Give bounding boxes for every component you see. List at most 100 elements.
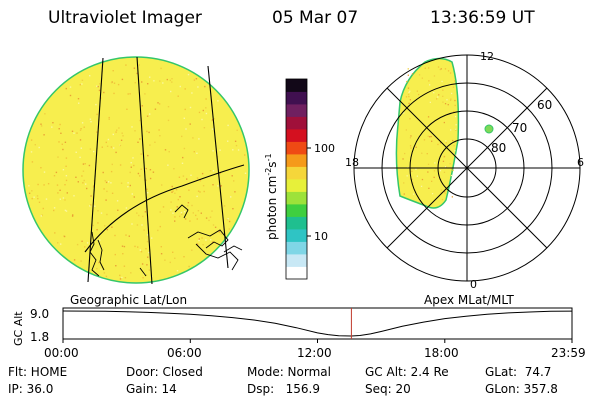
- speckle-dot: [81, 240, 83, 242]
- speckle-dot: [192, 212, 194, 214]
- speckle-dot: [97, 222, 99, 224]
- speckle-dot: [106, 145, 109, 147]
- speckle-dot: [205, 239, 207, 241]
- speckle-dot: [196, 177, 199, 179]
- speckle-dot: [146, 115, 149, 117]
- speckle-dot: [28, 185, 30, 187]
- speckle-dot: [43, 184, 45, 186]
- speckle-dot: [65, 165, 67, 167]
- speckle-dot: [138, 214, 140, 217]
- speckle-dot: [93, 150, 95, 153]
- speckle-dot: [226, 218, 229, 221]
- speckle-dot: [103, 272, 106, 274]
- speckle-dot: [115, 265, 117, 267]
- speckle-dot: [176, 270, 179, 272]
- speckle-dot: [188, 265, 190, 268]
- speckle-dot: [232, 208, 234, 210]
- speckle-dot: [170, 209, 172, 211]
- speckle-dot: [139, 175, 141, 177]
- speckle-dot: [79, 139, 82, 141]
- speckle-dot: [408, 96, 410, 98]
- speckle-dot: [205, 112, 208, 115]
- speckle-dot: [147, 256, 149, 258]
- speckle-dot: [127, 93, 129, 95]
- colorbar-block: [286, 229, 307, 242]
- speckle-dot: [191, 204, 193, 207]
- speckle-dot: [96, 229, 98, 231]
- speckle-dot: [53, 207, 56, 209]
- coastline: [174, 204, 189, 219]
- speckle-dot: [175, 189, 178, 191]
- speckle-dot: [445, 166, 447, 168]
- speckle-dot: [169, 261, 171, 264]
- speckle-dot: [426, 153, 428, 155]
- speckle-dot: [140, 153, 142, 155]
- speckle-dot: [455, 154, 457, 156]
- speckle-dot: [131, 126, 133, 128]
- speckle-dot: [433, 92, 435, 94]
- status-glat: GLat: 74.7: [485, 365, 551, 379]
- colorbar-block: [286, 129, 307, 142]
- colorbar-block: [286, 166, 307, 180]
- speckle-dot: [147, 154, 149, 157]
- speckle-dot: [65, 179, 68, 182]
- speckle-dot: [228, 228, 230, 230]
- speckle-dot: [427, 171, 429, 173]
- speckle-dot: [137, 141, 139, 143]
- speckle-dot: [98, 261, 100, 264]
- speckle-dot: [36, 195, 39, 197]
- colorbar-block: [286, 154, 307, 167]
- speckle-dot: [60, 243, 62, 245]
- altitude-line: [62, 310, 572, 337]
- colorbar-block: [286, 179, 307, 192]
- speckle-dot: [40, 125, 43, 127]
- speckle-dot: [447, 70, 450, 72]
- speckle-dot: [72, 214, 74, 216]
- speckle-dot: [454, 104, 456, 107]
- speckle-dot: [444, 68, 447, 70]
- speckle-dot: [237, 149, 240, 151]
- speckle-dot: [37, 197, 39, 200]
- speckle-dot: [121, 276, 123, 279]
- speckle-dot: [205, 217, 208, 219]
- speckle-dot: [58, 128, 60, 130]
- speckle-dot: [116, 129, 118, 131]
- speckle-dot: [58, 141, 60, 143]
- speckle-dot: [137, 172, 140, 175]
- speckle-dot: [411, 73, 414, 75]
- speckle-dot: [181, 162, 184, 164]
- status-seq: Seq: 20: [365, 382, 411, 396]
- speckle-dot: [160, 253, 163, 255]
- speckle-dot: [424, 67, 426, 69]
- colorbar-block: [286, 254, 307, 267]
- speckle-dot: [405, 96, 408, 98]
- speckle-dot: [41, 214, 43, 216]
- speckle-dot: [196, 195, 198, 198]
- speckle-dot: [199, 180, 202, 182]
- speckle-dot: [451, 196, 453, 198]
- speckle-dot: [79, 84, 81, 86]
- speckle-dot: [443, 191, 446, 193]
- speckle-dot: [125, 234, 127, 236]
- speckle-dot: [64, 141, 67, 143]
- speckle-dot: [176, 206, 178, 208]
- speckle-dot: [433, 170, 436, 172]
- speckle-dot: [244, 172, 247, 174]
- speckle-dot: [110, 182, 112, 184]
- speckle-dot: [81, 175, 83, 177]
- speckle-dot: [96, 113, 98, 116]
- speckle-dot: [182, 156, 184, 159]
- speckle-dot: [44, 113, 46, 115]
- speckle-dot: [409, 137, 412, 139]
- colorbar-block: [286, 79, 307, 92]
- speckle-dot: [140, 251, 143, 253]
- speckle-dot: [159, 80, 161, 82]
- speckle-dot: [64, 209, 67, 212]
- speckle-dot: [30, 139, 33, 141]
- speckle-dot: [409, 118, 411, 120]
- speckle-dot: [212, 224, 215, 226]
- speckle-dot: [105, 275, 108, 278]
- colorbar-gradient: [286, 79, 307, 280]
- speckle-dot: [437, 96, 439, 98]
- speckle-dot: [112, 133, 114, 136]
